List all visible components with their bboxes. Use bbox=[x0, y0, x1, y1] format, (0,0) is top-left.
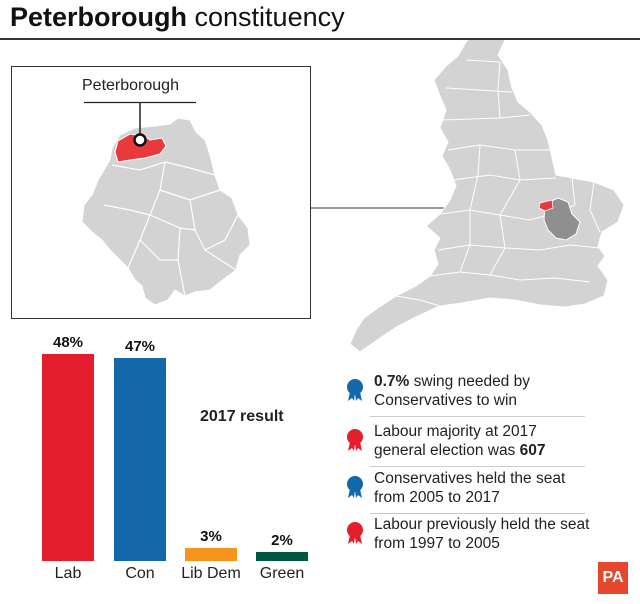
fact-text: 0.7% swing needed by Conservatives to wi… bbox=[374, 373, 530, 409]
cambridgeshire-county-shape bbox=[543, 197, 581, 241]
cambridgeshire-inset-shape bbox=[81, 117, 251, 306]
peterborough-map-highlight bbox=[538, 199, 554, 212]
fact-separator bbox=[370, 513, 585, 514]
red-rosette-icon bbox=[347, 522, 363, 544]
bar-con bbox=[114, 358, 166, 561]
bar-category-label: Lib Dem bbox=[181, 565, 241, 582]
fact-separator bbox=[370, 466, 585, 467]
bar-category-label: Green bbox=[259, 565, 305, 582]
fact-separator bbox=[370, 416, 585, 417]
pa-logo: PA bbox=[598, 562, 628, 594]
title-rest: constituency bbox=[187, 2, 345, 32]
map-area bbox=[11, 40, 625, 353]
chart-title: 2017 result bbox=[200, 408, 284, 425]
fact-text: Labour majority at 2017 general election… bbox=[374, 423, 546, 459]
bar-value-label: 3% bbox=[200, 528, 222, 546]
bar-lib-dem bbox=[185, 548, 237, 561]
blue-rosette-icon bbox=[347, 476, 363, 498]
inset-borders bbox=[103, 161, 239, 297]
inset-location-label: Peterborough bbox=[82, 77, 179, 94]
bar-lab bbox=[42, 354, 94, 561]
location-marker-icon bbox=[133, 133, 147, 147]
fact-text: Conservatives held the seat from 2005 to… bbox=[374, 470, 566, 506]
bar-green bbox=[256, 552, 308, 561]
bar-value-label: 47% bbox=[124, 338, 156, 356]
bar-value-label: 48% bbox=[52, 334, 84, 351]
red-rosette-icon bbox=[347, 429, 363, 451]
title-bold: Peterborough bbox=[10, 2, 188, 32]
england-map-shape bbox=[349, 40, 625, 353]
bar-category-label: Lab bbox=[54, 565, 82, 582]
bar-category-label: Con bbox=[125, 565, 155, 582]
blue-rosette-icon bbox=[347, 379, 363, 401]
title-divider bbox=[0, 38, 640, 40]
page-title: Peterborough constituency bbox=[10, 2, 345, 33]
england-borders bbox=[395, 59, 601, 307]
fact-text: Labour previously held the seat from 199… bbox=[374, 516, 590, 552]
bar-value-label: 2% bbox=[271, 532, 293, 550]
